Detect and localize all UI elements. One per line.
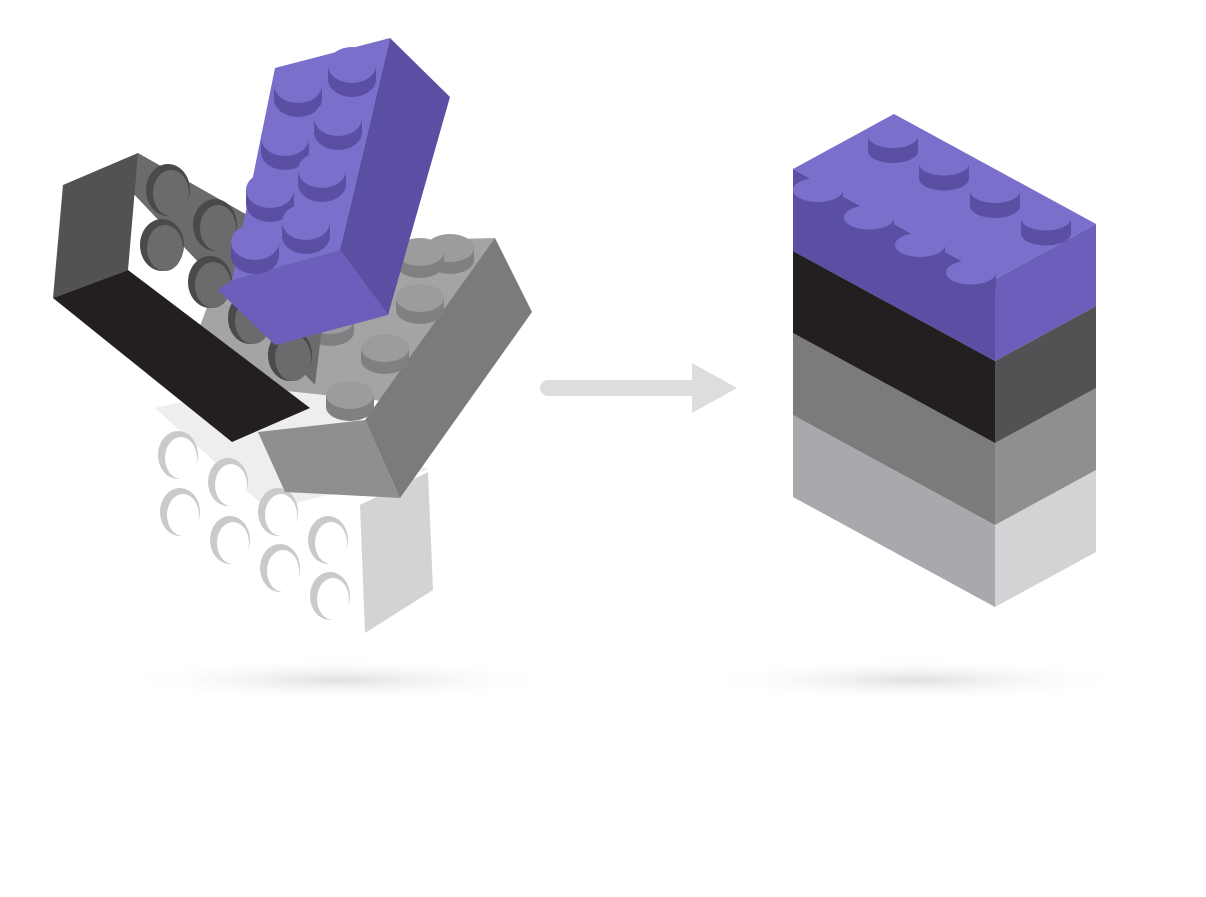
stack-purple-studs [793, 124, 1071, 300]
purple-stud [298, 152, 346, 202]
gray-brick-studs [306, 234, 474, 421]
white-stud-face [217, 522, 249, 564]
stack-stud [1021, 206, 1071, 246]
purple-stud [246, 172, 294, 222]
purple-stud [231, 224, 279, 274]
gray-stud [396, 238, 444, 278]
stack-light-gray-front [793, 415, 995, 607]
white-stud [308, 516, 348, 564]
gray-stud-top [396, 238, 444, 266]
black-stud-face [275, 335, 311, 381]
stack-stud [970, 179, 1020, 218]
white-stud [260, 544, 300, 592]
stack-stud-top [946, 260, 996, 285]
stack-purple-front [793, 169, 995, 361]
purple-brick-front [218, 250, 388, 345]
purple-brick-side [340, 38, 450, 315]
stack-purple-top [793, 114, 1096, 279]
white-stud-face [215, 464, 247, 506]
gray-stud [361, 334, 409, 374]
black-brick-front [53, 270, 310, 442]
white-stud [158, 431, 198, 479]
white-stud [210, 516, 250, 564]
stack-stud [868, 124, 918, 163]
purple-stud [328, 47, 376, 97]
right-ground-shadow [700, 658, 1130, 702]
gray-stud-top [361, 334, 409, 362]
stack-stud [895, 233, 945, 272]
white-stud-face [165, 437, 197, 479]
gray-brick-side [365, 238, 532, 498]
gray-stud [326, 381, 374, 421]
stack-black-front [793, 251, 995, 443]
white-stud [258, 488, 298, 536]
stack-gray-front [793, 333, 995, 525]
white-brick-right [360, 472, 433, 633]
purple-stud-top [314, 100, 362, 136]
stack-stud-top [970, 179, 1020, 203]
white-stud [160, 488, 200, 536]
stack-stud-top [868, 124, 918, 148]
stack-stud-top [844, 205, 894, 230]
purple-stud-top [282, 204, 330, 240]
scattered-bricks-icon [53, 38, 532, 633]
arrow-shaft [540, 380, 700, 396]
stack-stud [793, 178, 843, 217]
black-stud-face [153, 170, 189, 216]
white-brick-studs [158, 431, 350, 620]
purple-brick [218, 38, 450, 345]
white-stud-face [167, 494, 199, 536]
black-stud [146, 164, 190, 216]
white-stud-face [267, 550, 299, 592]
black-stud [188, 256, 232, 308]
stack-gray-side [995, 388, 1096, 525]
purple-stud-top [298, 152, 346, 188]
purple-stud-top [274, 67, 322, 103]
purple-stud [314, 100, 362, 150]
stack-stud-top [919, 151, 969, 176]
gray-stud-top [396, 284, 444, 312]
purple-stud-top [246, 172, 294, 208]
stack-stud-top [895, 233, 945, 257]
purple-stud-top [328, 47, 376, 83]
black-stud [140, 219, 184, 271]
stack-stud [919, 151, 969, 191]
gray-stud-top [326, 381, 374, 409]
left-ground-shadow [118, 658, 558, 702]
purple-stud [261, 120, 309, 170]
stack-purple-side [995, 224, 1096, 361]
white-stud-face [317, 578, 349, 620]
white-stud [208, 458, 248, 506]
stack-stud-top [793, 178, 843, 202]
stack-stud [844, 205, 894, 245]
stack-stud [946, 260, 996, 300]
purple-stud-top [231, 224, 279, 260]
white-stud-face [315, 522, 347, 564]
arrow-head [692, 363, 737, 413]
white-stud-face [265, 494, 297, 536]
arrow-right-icon [540, 363, 737, 413]
gray-stud [396, 284, 444, 324]
white-stud [310, 572, 350, 620]
purple-stud [274, 67, 322, 117]
black-stud [193, 199, 237, 251]
gray-brick-front [258, 420, 400, 498]
stack-black-side [995, 306, 1096, 443]
purple-brick-studs [231, 47, 376, 274]
stack-light-gray-side [995, 470, 1096, 607]
stack-stud-top [1021, 206, 1071, 231]
purple-stud-top [261, 120, 309, 156]
purple-stud [282, 204, 330, 254]
black-stud-face [200, 205, 236, 251]
stacked-bricks-icon [793, 114, 1096, 607]
black-stud-face [147, 225, 183, 271]
black-stud-face [195, 262, 231, 308]
black-brick-left [53, 153, 138, 298]
